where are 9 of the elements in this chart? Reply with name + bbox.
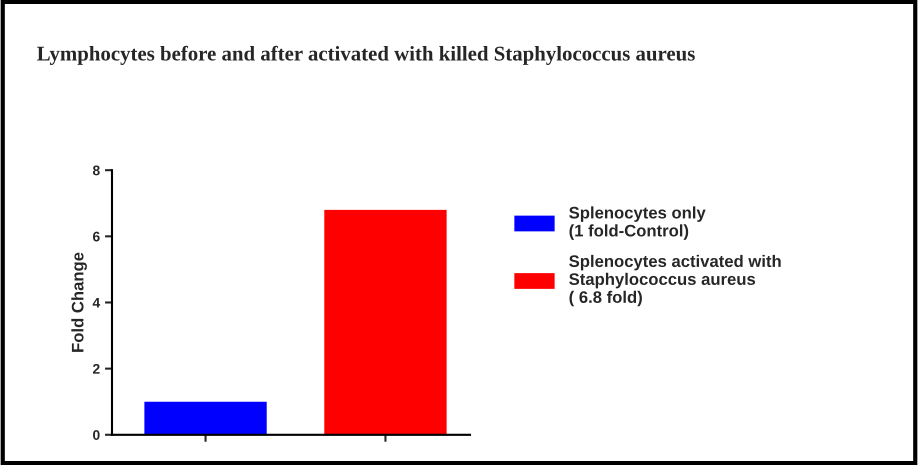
y-tick-label: 2 <box>92 364 100 374</box>
y-tick-label: 4 <box>92 298 100 308</box>
y-tick-label: 8 <box>92 166 100 176</box>
y-tick-label: 6 <box>92 232 100 242</box>
y-axis-title: Fold Change <box>71 252 87 352</box>
y-tick-label: 0 <box>93 430 100 440</box>
legend-label: Splenocytes only (1 fold-Control) <box>569 206 706 240</box>
legend-label: Splenocytes activated with Staphylococcus aureus ( 6.8 fold) <box>569 254 781 306</box>
chart-title: Lymphocytes before and after activated with killed Staphylococcus aureus <box>37 46 695 65</box>
